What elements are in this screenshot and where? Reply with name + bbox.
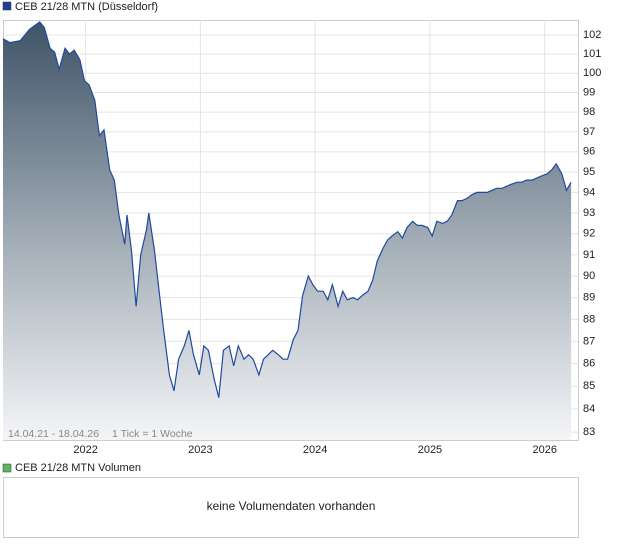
legend-label: CEB 21/28 MTN (Düsseldorf) <box>15 1 158 13</box>
y-tick-label: 91 <box>583 249 595 261</box>
y-tick-label: 97 <box>583 126 595 138</box>
volume-panel <box>3 477 579 538</box>
y-tick-label: 89 <box>583 292 595 304</box>
x-tick-label: 2026 <box>532 444 556 456</box>
y-tick-label: 101 <box>583 48 601 60</box>
y-tick-label: 88 <box>583 313 595 325</box>
y-tick-label: 86 <box>583 358 595 370</box>
volume-message: keine Volumendaten vorhanden <box>207 499 376 513</box>
x-tick-label: 2022 <box>73 444 97 456</box>
legend-swatch <box>2 463 12 473</box>
legend-label: CEB 21/28 MTN Volumen <box>15 462 141 474</box>
y-tick-label: 100 <box>583 67 601 79</box>
y-tick-label: 85 <box>583 380 595 392</box>
y-tick-label: 99 <box>583 86 595 98</box>
tick-note: 1 Tick = 1 Woche <box>112 428 193 440</box>
y-tick-label: 90 <box>583 270 595 282</box>
y-tick-label: 83 <box>583 426 595 438</box>
x-tick-label: 2023 <box>188 444 212 456</box>
y-tick-label: 92 <box>583 228 595 240</box>
x-tick-label: 2024 <box>303 444 327 456</box>
y-tick-label: 93 <box>583 207 595 219</box>
legend-swatch <box>2 1 12 11</box>
area <box>3 21 572 441</box>
y-tick-label: 96 <box>583 146 595 158</box>
y-tick-label: 98 <box>583 106 595 118</box>
y-tick-label: 95 <box>583 166 595 178</box>
y-tick-label: 94 <box>583 186 595 198</box>
line <box>2 21 572 398</box>
x-tick-label: 2025 <box>418 444 442 456</box>
y-tick-label: 87 <box>583 335 595 347</box>
y-tick-label: 84 <box>583 403 595 415</box>
date-range: 14.04.21 - 18.04.26 <box>8 428 99 440</box>
y-tick-label: 102 <box>583 29 601 41</box>
